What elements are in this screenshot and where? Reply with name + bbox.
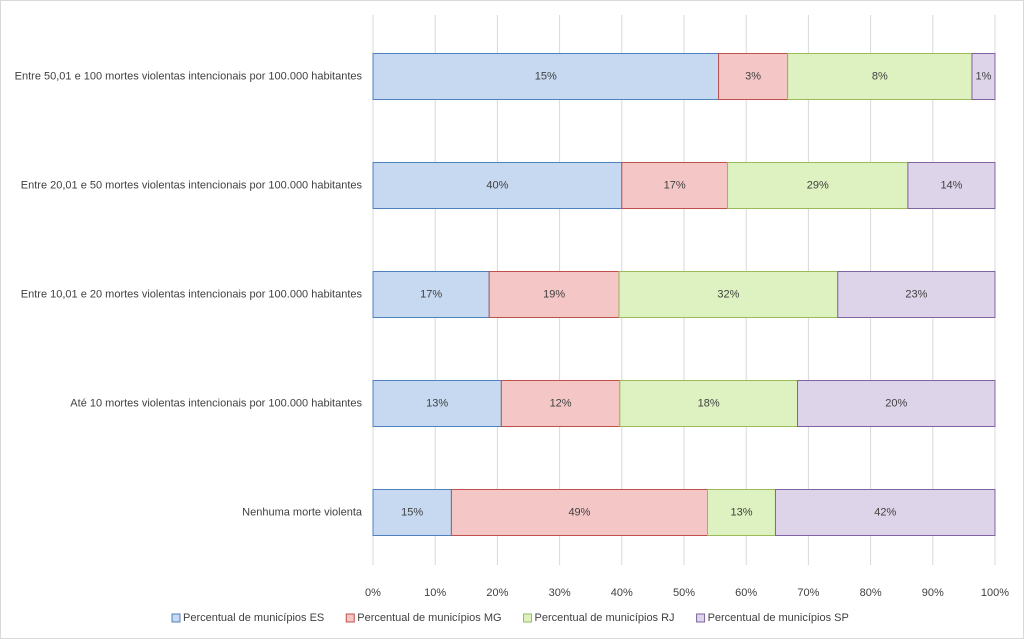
bar-segment: [727, 162, 909, 209]
x-tick-label: 70%: [797, 587, 819, 599]
data-label: 15%: [535, 70, 557, 82]
x-tick-label: 0%: [365, 587, 381, 599]
bar-segment: [372, 489, 452, 536]
data-label: 40%: [486, 179, 508, 191]
data-label: 3%: [745, 70, 761, 82]
data-label: 13%: [426, 397, 448, 409]
data-label: 42%: [874, 506, 896, 518]
bar-segment: [907, 162, 996, 209]
legend-label: Percentual de municípios ES: [183, 612, 324, 624]
data-label: 20%: [885, 397, 907, 409]
y-tick-label: Entre 10,01 e 20 mortes violentas intenc…: [21, 288, 363, 300]
bar-segment: [450, 489, 709, 536]
data-label: 17%: [420, 288, 442, 300]
y-tick-label: Nenhuma morte violenta: [242, 506, 363, 518]
legend-label: Percentual de municípios MG: [357, 612, 501, 624]
legend-label: Percentual de municípios SP: [708, 612, 849, 624]
x-tick-label: 80%: [860, 587, 882, 599]
x-tick-label: 60%: [735, 587, 757, 599]
bar-segment: [837, 271, 996, 318]
data-label: 49%: [568, 506, 590, 518]
data-label: 18%: [698, 397, 720, 409]
data-label: 1%: [976, 70, 992, 82]
bar-segment: [774, 489, 996, 536]
x-tick-label: 40%: [611, 587, 633, 599]
data-label: 12%: [550, 397, 572, 409]
bar-segment: [372, 162, 623, 209]
legend-swatch: [523, 613, 533, 623]
x-tick-label: 100%: [981, 587, 1009, 599]
data-label: 17%: [664, 179, 686, 191]
bar-segment: [372, 271, 490, 318]
data-label: 23%: [905, 288, 927, 300]
legend-label: Percentual de municípios RJ: [535, 612, 675, 624]
data-label: 29%: [807, 179, 829, 191]
x-tick-label: 20%: [486, 587, 508, 599]
x-tick-label: 50%: [673, 587, 695, 599]
data-label: 8%: [872, 70, 888, 82]
bar-segment: [372, 380, 502, 427]
y-tick-label: Até 10 mortes violentas intencionais por…: [70, 397, 362, 409]
bar-segment: [619, 380, 799, 427]
data-label: 14%: [940, 179, 962, 191]
legend-swatch: [171, 613, 181, 623]
bar-segment: [500, 380, 621, 427]
x-tick-label: 90%: [922, 587, 944, 599]
legend-swatch: [345, 613, 355, 623]
y-tick-label: Entre 20,01 e 50 mortes violentas intenc…: [21, 179, 363, 191]
data-label: 13%: [730, 506, 752, 518]
legend-swatch: [696, 613, 706, 623]
data-label: 15%: [401, 506, 423, 518]
data-label: 19%: [543, 288, 565, 300]
data-label: 32%: [717, 288, 739, 300]
x-tick-label: 10%: [424, 587, 446, 599]
bar-segment: [787, 53, 973, 100]
bar-segment: [488, 271, 620, 318]
y-tick-label: Entre 50,01 e 100 mortes violentas inten…: [15, 70, 363, 82]
x-tick-label: 30%: [549, 587, 571, 599]
bar-segment: [618, 271, 839, 318]
bar-segment: [372, 53, 720, 100]
bar-segment: [797, 380, 996, 427]
bar-segment: [621, 162, 729, 209]
bar-segment: [971, 53, 996, 100]
